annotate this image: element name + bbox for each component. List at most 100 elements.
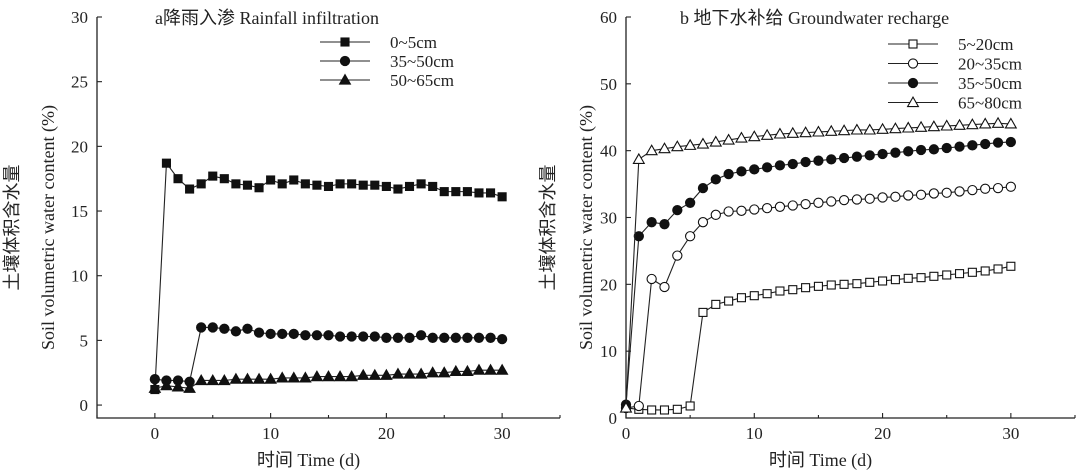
legend-label: 20~35cm [958, 55, 1022, 74]
legend-entry: 65~80cm [888, 94, 1022, 113]
y-tick-label: 0 [80, 396, 89, 415]
y-tick-label: 10 [600, 342, 617, 361]
data-point [863, 123, 877, 135]
data-point [850, 123, 864, 135]
data-point [890, 147, 901, 158]
data-point [736, 205, 747, 216]
data-point [799, 126, 812, 138]
series-line [625, 122, 1011, 409]
data-point [356, 368, 370, 380]
data-point [735, 131, 748, 143]
data-point [813, 281, 823, 291]
data-point [839, 279, 849, 289]
y-tick-label: 20 [600, 275, 617, 294]
data-point [404, 181, 415, 192]
data-point [335, 179, 345, 189]
series-line [154, 161, 503, 390]
x-axis-label: 时间 Time (d) [257, 450, 360, 471]
data-point [437, 366, 451, 378]
data-point [851, 194, 863, 205]
x-tick-label: 20 [874, 424, 891, 443]
data-point [901, 121, 915, 133]
data-point [196, 179, 206, 189]
series-35~50cm [620, 136, 1017, 410]
data-point [851, 151, 863, 162]
chart-title: b 地下水补给 Groundwater recharge [680, 8, 949, 28]
data-point [724, 296, 734, 306]
data-point [684, 197, 696, 208]
data-point [242, 323, 253, 334]
y-tick-label: 5 [80, 331, 89, 350]
series-0~5cm [150, 158, 507, 395]
data-point [711, 299, 721, 309]
data-point [954, 186, 965, 197]
data-point [749, 164, 760, 175]
legend-entry: 20~35cm [888, 55, 1022, 74]
data-point [380, 368, 393, 380]
data-point [277, 328, 288, 340]
data-point [775, 286, 785, 296]
data-point [345, 370, 358, 382]
data-point [903, 273, 913, 283]
y-tick-label: 50 [600, 75, 617, 94]
data-point [311, 330, 323, 341]
data-point [462, 187, 472, 197]
data-point [171, 380, 185, 392]
data-point [826, 280, 836, 290]
data-point [890, 275, 900, 285]
data-point [358, 331, 369, 342]
series-5~20cm [621, 261, 1016, 415]
data-point [415, 330, 427, 341]
data-point [710, 174, 721, 185]
data-point [334, 331, 346, 342]
data-point [992, 137, 1004, 148]
data-point [426, 366, 440, 378]
y-tick-label: 30 [71, 8, 88, 27]
data-point [774, 201, 786, 212]
data-point [800, 156, 811, 168]
data-point [800, 198, 811, 210]
data-point [941, 142, 952, 154]
data-point [217, 373, 231, 386]
data-point [928, 188, 940, 199]
data-point [277, 179, 287, 189]
data-point [219, 323, 230, 334]
data-point [196, 322, 207, 333]
data-point [876, 122, 889, 134]
data-point [736, 166, 747, 177]
data-point [323, 330, 334, 341]
data-point [826, 154, 837, 165]
data-point [404, 332, 415, 343]
data-point [462, 332, 473, 343]
data-point [485, 188, 496, 198]
data-point [967, 184, 978, 196]
data-point [484, 363, 497, 375]
data-point [206, 373, 220, 386]
data-point [472, 363, 486, 375]
data-point [749, 291, 759, 301]
data-point [685, 401, 695, 411]
legend-entry: 5~20cm [888, 35, 1013, 54]
data-point [230, 326, 242, 337]
data-point [347, 179, 357, 189]
series-line [625, 186, 1011, 409]
data-point [219, 174, 229, 184]
data-point [312, 180, 322, 190]
legend-label: 0~5cm [390, 33, 437, 52]
data-point [991, 116, 1005, 128]
data-point [787, 200, 798, 211]
data-point [450, 332, 461, 343]
data-point [813, 155, 824, 166]
data-point [414, 367, 428, 379]
data-point [723, 168, 734, 180]
data-point [242, 180, 253, 190]
data-point [864, 193, 875, 204]
data-point [439, 332, 450, 343]
data-point [645, 144, 659, 156]
data-point [749, 204, 760, 215]
data-point [762, 289, 772, 299]
legend-entry: 50~65cm [320, 71, 454, 90]
chart-title: a降雨入渗 Rainfall infiltration [155, 8, 379, 28]
data-point [658, 142, 671, 154]
data-point [838, 194, 850, 206]
